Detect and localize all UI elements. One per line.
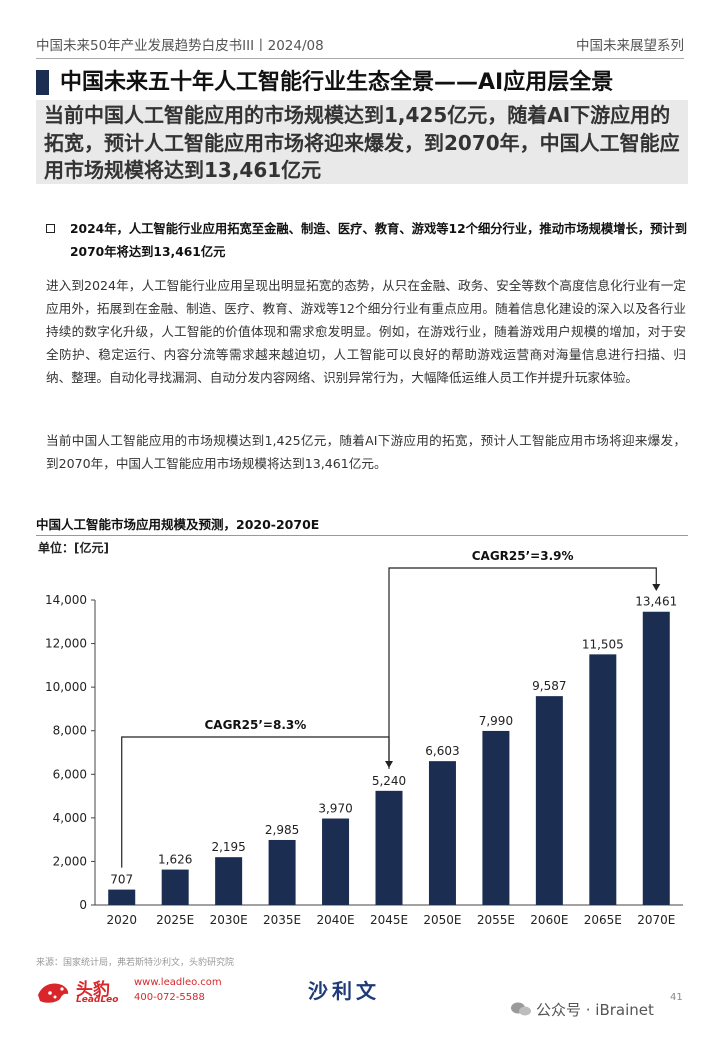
x-tick-label: 2060E — [530, 913, 568, 927]
report-series-title: 中国未来50年产业发展趋势白皮书III丨2024/08 — [36, 38, 324, 54]
header-divider — [36, 58, 684, 59]
bar — [589, 654, 617, 905]
logo-english-name: LeadLeo — [76, 995, 119, 1005]
source-note: 来源：国家统计局，弗若斯特沙利文，头豹研究院 — [36, 958, 235, 968]
data-label: 1,626 — [158, 853, 192, 867]
phone-number: 400-072-5588 — [134, 992, 205, 1003]
bar — [482, 730, 510, 905]
bar — [108, 889, 136, 905]
body-paragraph-2: 当前中国人工智能应用的市场规模达到1,425亿元，随着AI下游应用的拓宽，预计人… — [46, 433, 686, 471]
x-tick-label: 2065E — [584, 913, 622, 927]
y-tick-label: 12,000 — [45, 637, 87, 651]
data-label: 5,240 — [372, 774, 406, 788]
y-tick-label: 0 — [79, 898, 87, 912]
data-label: 3,970 — [318, 802, 352, 816]
chart-title-divider — [36, 535, 688, 536]
website-link[interactable]: www.leadleo.com — [134, 977, 222, 988]
y-tick-label: 10,000 — [45, 680, 87, 694]
bullet-square-icon — [46, 224, 55, 233]
x-tick-label: 2055E — [477, 913, 515, 927]
summary-box: 当前中国人工智能应用的市场规模达到1,425亿元，随着AI下游应用的拓宽，预计人… — [36, 100, 688, 184]
bar — [161, 869, 189, 905]
data-label: 2,985 — [265, 823, 299, 837]
leopard-logo-icon — [38, 983, 69, 1003]
x-tick-label: 2045E — [370, 913, 408, 927]
leadleo-logo: 头豹 LeadLeo www.leadleo.com 400-072-5588 — [36, 975, 236, 1009]
watermark-text: 公众号 · iBrainet — [536, 1001, 654, 1019]
data-label: 6,603 — [425, 744, 459, 758]
data-label: 9,587 — [532, 679, 566, 693]
data-label: 7,990 — [479, 714, 513, 728]
y-tick-label: 8,000 — [53, 724, 87, 738]
cagr-arrow-icon — [652, 584, 661, 591]
y-tick-label: 14,000 — [45, 593, 87, 607]
x-tick-label: 2070E — [637, 913, 675, 927]
y-tick-label: 4,000 — [53, 811, 87, 825]
page-title: 中国未来五十年人工智能行业生态全景——AI应用层全景 — [60, 70, 614, 95]
title-accent-bar — [36, 70, 49, 95]
data-label: 11,505 — [582, 637, 624, 651]
data-label: 2,195 — [211, 840, 245, 854]
series-label: 中国未来展望系列 — [576, 38, 684, 54]
chart-title: 中国人工智能市场应用规模及预测，2020-2070E — [36, 517, 320, 532]
data-label: 707 — [110, 873, 133, 887]
x-tick-label: 2035E — [263, 913, 301, 927]
data-label: 13,461 — [635, 595, 677, 609]
partner-logo: 沙利文 — [308, 979, 380, 1003]
bar — [535, 696, 563, 905]
bar — [642, 611, 670, 905]
x-tick-label: 2025E — [156, 913, 194, 927]
x-tick-label: 2030E — [210, 913, 248, 927]
cagr-label: CAGR25’=8.3% — [204, 718, 306, 732]
bar — [375, 790, 403, 905]
cagr-label: CAGR25’=3.9% — [472, 549, 574, 563]
chart-unit-label: 单位：[亿元] — [38, 541, 109, 555]
x-tick-label: 2020 — [106, 913, 137, 927]
x-tick-label: 2040E — [316, 913, 354, 927]
bar — [215, 857, 243, 905]
cagr-bracket-line — [388, 567, 657, 769]
bar — [322, 818, 350, 905]
bar — [268, 839, 296, 905]
y-tick-label: 6,000 — [53, 767, 87, 781]
page-number: 41 — [670, 992, 683, 1003]
y-tick-label: 2,000 — [53, 854, 87, 868]
bar — [428, 761, 456, 905]
logo-chinese-name: 头豹 — [76, 980, 110, 1000]
key-point: 2024年，人工智能行业应用拓宽至金融、制造、医疗、教育、游戏等12个细分行业，… — [70, 222, 687, 259]
wechat-icon — [511, 1002, 531, 1016]
body-paragraph-1: 进入到2024年，人工智能行业应用呈现出明显拓宽的态势，从只在金融、政务、安全等… — [46, 278, 686, 385]
x-tick-label: 2050E — [423, 913, 461, 927]
